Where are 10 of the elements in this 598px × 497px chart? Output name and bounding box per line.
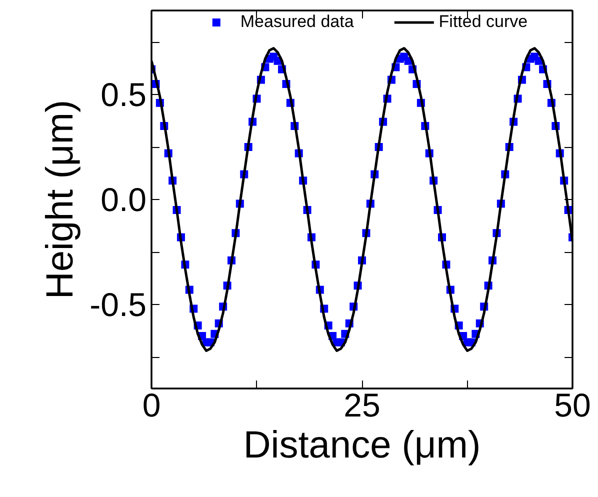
y-tick-label: 0.0 (100, 181, 146, 218)
legend-label: Fitted curve (438, 12, 528, 32)
y-tick-label: -0.5 (90, 286, 147, 323)
y-tick-label: 0.5 (100, 76, 146, 113)
x-tick-label: 0 (142, 386, 161, 424)
x-tick-label: 25 (344, 386, 380, 424)
legend-label: Measured data (240, 12, 354, 32)
x-tick-label: 50 (554, 386, 591, 424)
x-axis-title: Distance (μm) (243, 424, 481, 466)
y-axis-title: Height (μm) (40, 100, 82, 300)
